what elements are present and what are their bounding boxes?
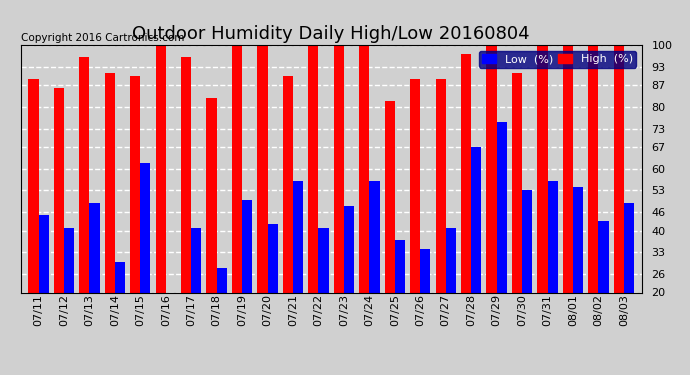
- Bar: [420, 249, 431, 292]
- Bar: [232, 45, 242, 292]
- Bar: [573, 188, 583, 292]
- Bar: [395, 240, 405, 292]
- Bar: [140, 163, 150, 292]
- Bar: [105, 73, 115, 292]
- Text: Copyright 2016 Cartronics.com: Copyright 2016 Cartronics.com: [21, 33, 184, 42]
- Bar: [446, 228, 456, 292]
- Bar: [54, 88, 64, 292]
- Bar: [589, 45, 598, 292]
- Bar: [242, 200, 253, 292]
- Bar: [624, 203, 634, 292]
- Bar: [512, 73, 522, 292]
- Bar: [181, 57, 191, 292]
- Bar: [268, 224, 278, 292]
- Bar: [563, 45, 573, 292]
- Bar: [90, 203, 99, 292]
- Bar: [334, 45, 344, 292]
- Bar: [538, 45, 548, 292]
- Bar: [191, 228, 201, 292]
- Bar: [39, 215, 49, 292]
- Legend: Low  (%), High  (%): Low (%), High (%): [479, 51, 636, 68]
- Title: Outdoor Humidity Daily High/Low 20160804: Outdoor Humidity Daily High/Low 20160804: [132, 26, 530, 44]
- Bar: [64, 228, 74, 292]
- Bar: [319, 228, 328, 292]
- Bar: [410, 79, 420, 292]
- Bar: [293, 181, 303, 292]
- Bar: [28, 79, 39, 292]
- Bar: [471, 147, 482, 292]
- Bar: [283, 76, 293, 292]
- Bar: [435, 79, 446, 292]
- Bar: [308, 45, 319, 292]
- Bar: [79, 57, 90, 292]
- Bar: [613, 45, 624, 292]
- Bar: [155, 45, 166, 292]
- Bar: [384, 101, 395, 292]
- Bar: [598, 221, 609, 292]
- Bar: [206, 98, 217, 292]
- Bar: [486, 45, 497, 292]
- Bar: [115, 262, 125, 292]
- Bar: [130, 76, 140, 292]
- Bar: [359, 45, 369, 292]
- Bar: [497, 122, 507, 292]
- Bar: [522, 190, 532, 292]
- Bar: [548, 181, 558, 292]
- Bar: [344, 206, 354, 292]
- Bar: [461, 54, 471, 292]
- Bar: [369, 181, 380, 292]
- Bar: [217, 268, 227, 292]
- Bar: [257, 45, 268, 292]
